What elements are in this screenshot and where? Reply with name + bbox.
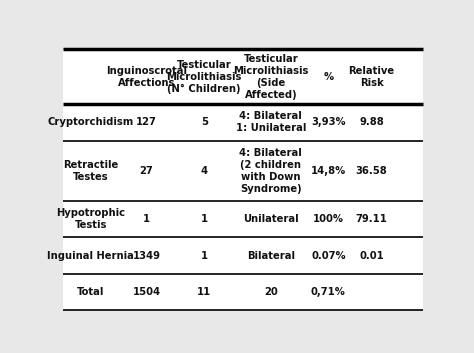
Text: 1504: 1504	[133, 287, 161, 297]
Text: 4: Bilateral
(2 children
with Down
Syndrome): 4: Bilateral (2 children with Down Syndr…	[239, 148, 302, 194]
Text: %: %	[323, 72, 334, 82]
Text: 4: Bilateral
1: Unilateral: 4: Bilateral 1: Unilateral	[236, 112, 306, 133]
Text: 100%: 100%	[313, 214, 344, 224]
Text: 36.58: 36.58	[356, 166, 388, 176]
Text: 27: 27	[140, 166, 154, 176]
Text: 11: 11	[197, 287, 211, 297]
Text: 0.07%: 0.07%	[311, 251, 346, 261]
Text: 1: 1	[143, 214, 150, 224]
Text: 1: 1	[201, 214, 208, 224]
Text: Retractile
Testes: Retractile Testes	[63, 160, 118, 182]
Text: 3,93%: 3,93%	[311, 118, 346, 127]
Text: Bilateral: Bilateral	[247, 251, 295, 261]
Text: 9.88: 9.88	[359, 118, 384, 127]
Text: 79.11: 79.11	[356, 214, 388, 224]
Text: 1: 1	[201, 251, 208, 261]
Text: Hypotrophic
Testis: Hypotrophic Testis	[56, 208, 125, 230]
Text: 14,8%: 14,8%	[311, 166, 346, 176]
Text: 1349: 1349	[133, 251, 161, 261]
Text: 4: 4	[201, 166, 208, 176]
FancyBboxPatch shape	[63, 49, 423, 310]
Text: Inguinoscrotal
Affections: Inguinoscrotal Affections	[106, 66, 187, 88]
Text: 0,71%: 0,71%	[311, 287, 346, 297]
Text: Testicular
Microlithiasis
(Side
Affected): Testicular Microlithiasis (Side Affected…	[233, 54, 309, 100]
Text: 0.01: 0.01	[359, 251, 384, 261]
Text: Relative
Risk: Relative Risk	[348, 66, 395, 88]
Text: 127: 127	[136, 118, 157, 127]
Text: Total: Total	[77, 287, 104, 297]
Text: Testicular
Microlithiasis
(N° Children): Testicular Microlithiasis (N° Children)	[166, 60, 242, 94]
Text: Unilateral: Unilateral	[243, 214, 299, 224]
Text: Inguinal Hernia: Inguinal Hernia	[47, 251, 134, 261]
Text: 5: 5	[201, 118, 208, 127]
Text: Cryptorchidism: Cryptorchidism	[48, 118, 134, 127]
Text: 20: 20	[264, 287, 278, 297]
